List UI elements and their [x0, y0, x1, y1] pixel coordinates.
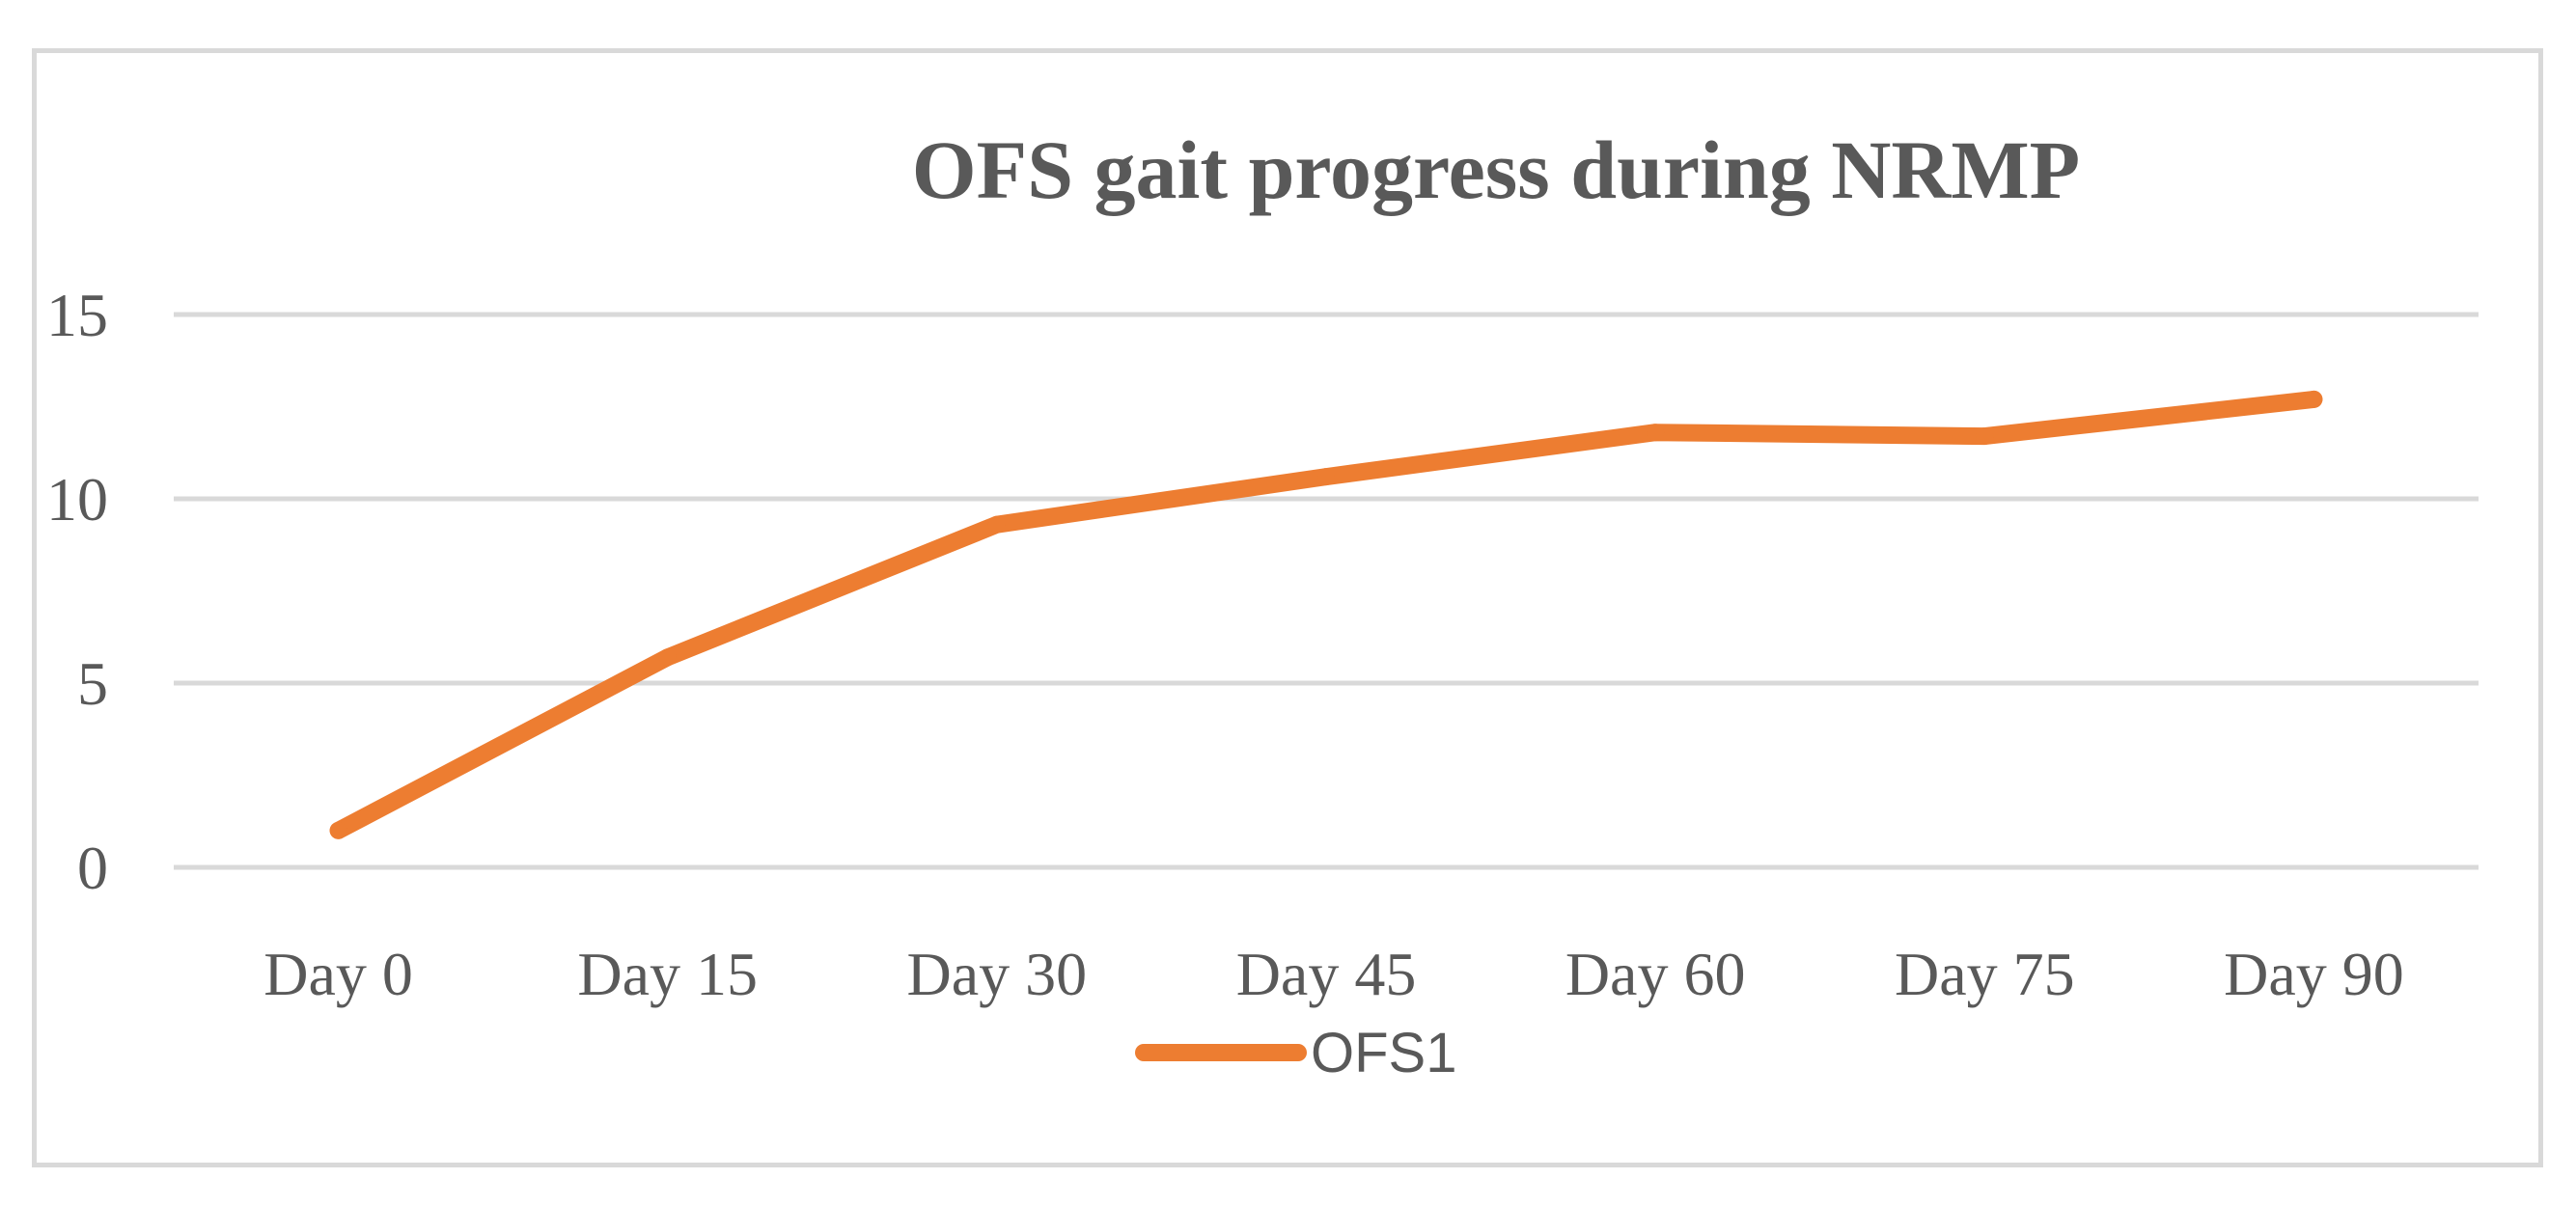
data-point-ofs1-5: [1976, 427, 1994, 446]
series-line-ofs1: [329, 390, 2323, 839]
y-tick-label: 15: [46, 281, 108, 349]
y-axis-tick-labels: 0 5 10 15: [46, 281, 108, 902]
data-point-ofs1-1: [658, 648, 677, 667]
x-tick-label: Day 90: [2224, 940, 2404, 1008]
x-tick-label: Day 75: [1895, 940, 2075, 1008]
data-point-ofs1-2: [987, 515, 1006, 534]
data-point-ofs1-4: [1647, 424, 1665, 442]
chart-title: OFS gait progress during NRMP: [912, 123, 2080, 216]
series-lines: [329, 390, 2323, 839]
legend: OFS1: [1135, 1022, 1457, 1084]
x-tick-label: Day 0: [263, 940, 413, 1008]
y-tick-label: 10: [46, 465, 108, 534]
y-tick-label: 0: [77, 834, 108, 902]
gridlines: [174, 312, 2479, 870]
data-point-ofs1-6: [2305, 390, 2323, 408]
chart-frame: [32, 48, 2543, 1167]
data-point-ofs1-3: [1317, 468, 1335, 486]
y-tick-label: 5: [77, 649, 108, 718]
x-axis-tick-labels: Day 0 Day 15 Day 30 Day 45 Day 60 Day 75 Day 9…: [263, 940, 2403, 1008]
x-tick-label: Day 15: [577, 940, 758, 1008]
data-point-ofs1-0: [329, 821, 347, 839]
x-tick-label: Day 30: [907, 940, 1088, 1008]
x-tick-label: Day 45: [1236, 940, 1417, 1008]
x-tick-label: Day 60: [1565, 940, 1746, 1008]
legend-label-ofs1: OFS1: [1311, 1022, 1457, 1084]
